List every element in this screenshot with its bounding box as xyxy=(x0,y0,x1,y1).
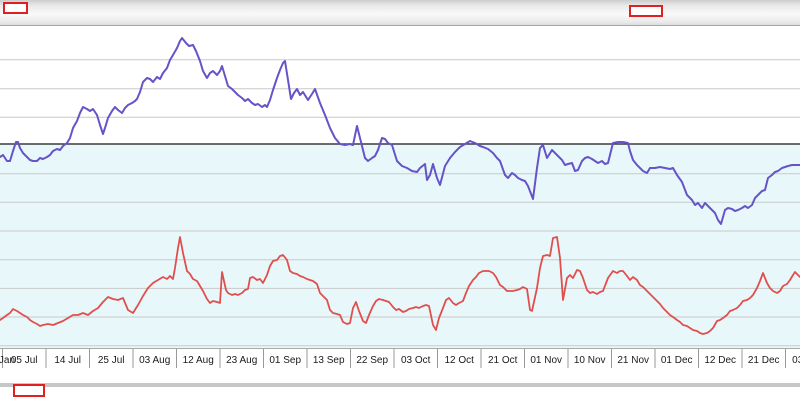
x-axis-label: 12 Jan xyxy=(0,355,15,366)
x-axis-label: 25 Jul xyxy=(98,355,125,366)
x-axis-label: 12 Aug xyxy=(183,355,214,366)
x-axis-label: 12 Dec xyxy=(704,355,736,366)
x-axis-label: 22 Sep xyxy=(356,355,388,366)
x-axis-label: 10 Nov xyxy=(574,355,606,366)
x-axis-label: 21 Dec xyxy=(748,355,780,366)
x-axis-label: 03 Aug xyxy=(139,355,170,366)
x-axis-label: 21 Nov xyxy=(617,355,649,366)
x-axis-label: 23 Aug xyxy=(226,355,257,366)
x-axis-label: 01 Nov xyxy=(530,355,562,366)
below-zero-fill xyxy=(0,144,800,349)
x-axis-label: 14 Jul xyxy=(54,355,81,366)
x-axis-label: 13 Sep xyxy=(313,355,345,366)
redaction-box-top-right xyxy=(629,5,663,17)
gridlines xyxy=(0,59,800,347)
x-axis-label: 03 Jan xyxy=(792,355,800,366)
purple-series-line xyxy=(0,37,800,225)
redaction-box-top-left xyxy=(3,2,28,14)
x-axis-label: 01 Dec xyxy=(661,355,693,366)
redaction-box-bottom-left xyxy=(13,384,45,397)
x-axis-label: 03 Oct xyxy=(401,355,431,366)
x-axis-label: 01 Sep xyxy=(269,355,301,366)
x-axis-label: 21 Oct xyxy=(488,355,518,366)
red-series-line xyxy=(0,236,800,335)
window-toolbar xyxy=(0,0,800,26)
x-axis-ticks xyxy=(2,349,786,368)
x-axis-label: 05 Jul xyxy=(11,355,38,366)
bottom-divider-bar xyxy=(0,383,800,387)
x-axis-labels: 05 Jul 14 Jul 25 Jul 03 Aug 12 Aug 23 Aug 01 S… xyxy=(0,355,800,366)
x-axis-label: 12 Oct xyxy=(444,355,474,366)
